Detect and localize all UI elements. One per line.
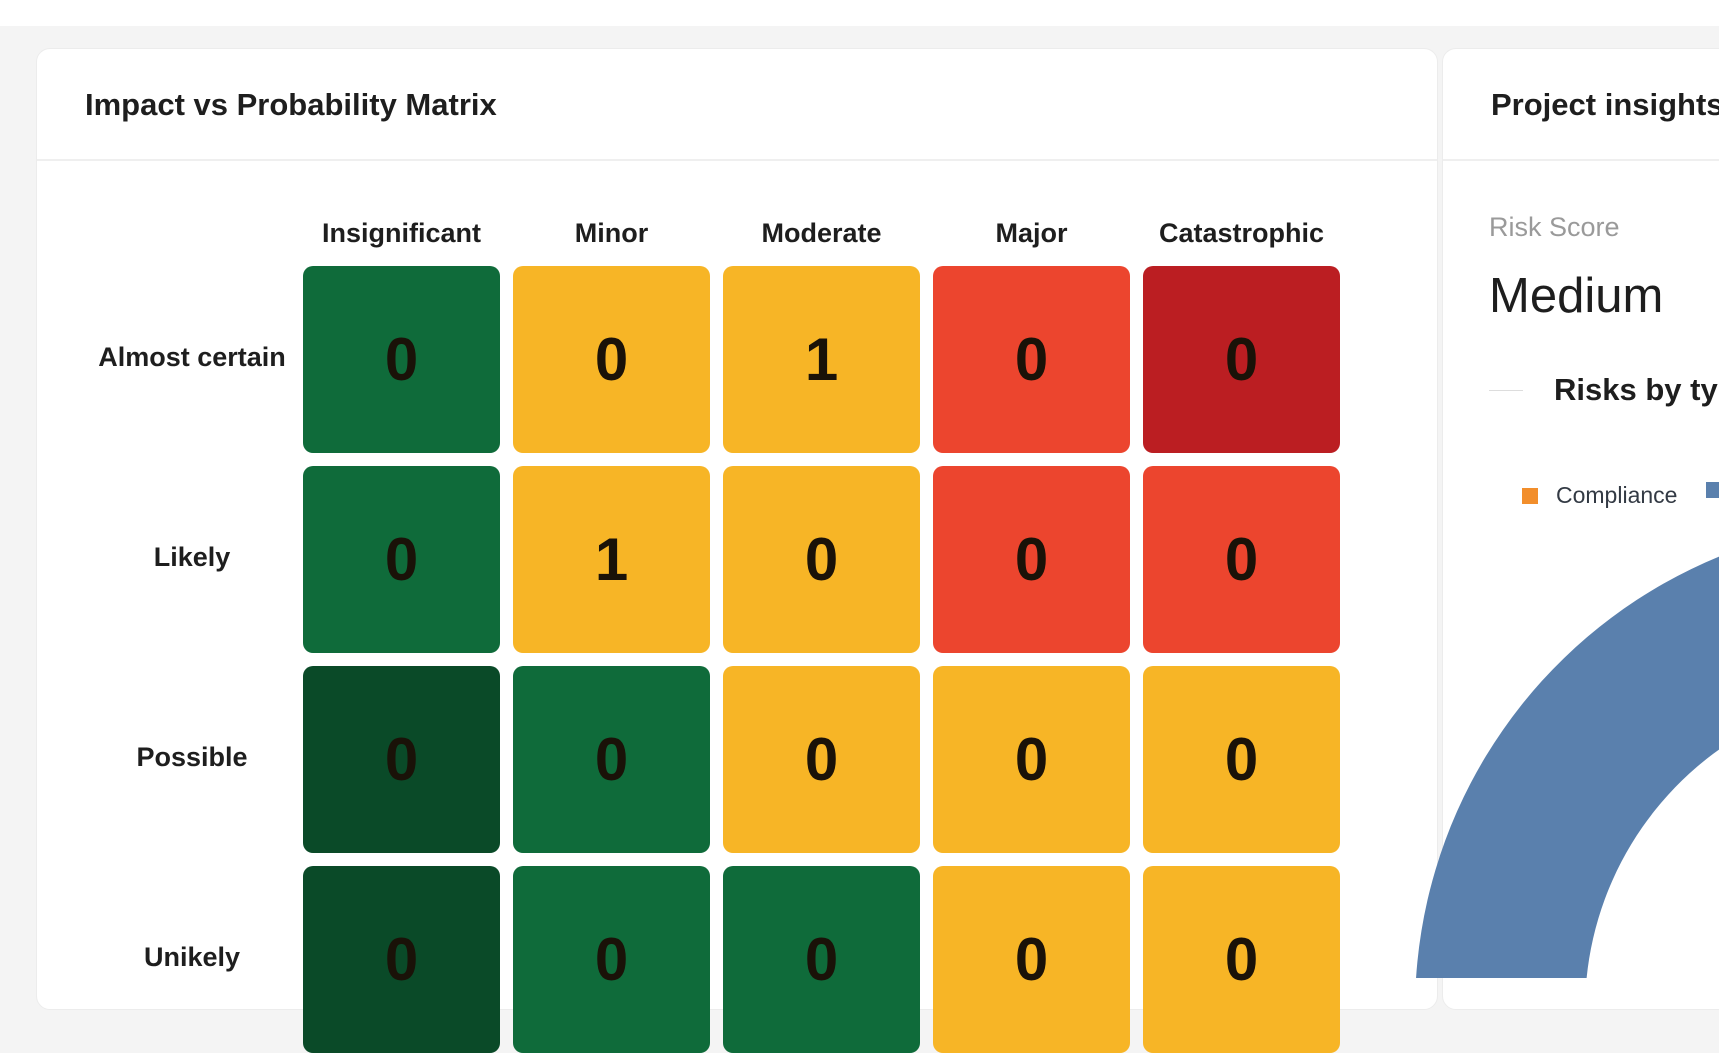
- row-header: Almost certain: [98, 342, 286, 372]
- divider: [1489, 390, 1523, 391]
- column-header-moderate: Moderate: [761, 218, 882, 248]
- matrix-cell[interactable]: 0: [303, 266, 500, 453]
- top-bar: [0, 0, 1719, 26]
- matrix-cell[interactable]: 0: [933, 466, 1130, 653]
- legend-item-2[interactable]: [1706, 482, 1719, 498]
- matrix-cell[interactable]: 0: [723, 666, 920, 853]
- column-header-insignificant: Insignificant: [321, 218, 481, 248]
- matrix-cell[interactable]: 0: [933, 266, 1130, 453]
- row-header: Possible: [136, 742, 248, 772]
- risk-score-value: Medium: [1489, 269, 1664, 323]
- legend-swatch: [1522, 487, 1538, 504]
- risk-score-label: Risk Score: [1489, 212, 1620, 242]
- legend-swatch: [1706, 482, 1719, 498]
- legend-item-compliance[interactable]: Compliance: [1522, 482, 1677, 509]
- chart-title: Risks by type: [1554, 372, 1719, 407]
- column-header-catastrophic: Catastrophic: [1158, 218, 1325, 248]
- donut-slice[interactable]: [1415, 520, 1719, 978]
- matrix-cell[interactable]: 1: [513, 466, 710, 653]
- risks-by-type-chart: [1415, 520, 1719, 978]
- legend-label: Compliance: [1556, 482, 1678, 508]
- card-title: Project insights: [1491, 87, 1719, 122]
- matrix-cell[interactable]: 0: [513, 266, 710, 453]
- column-header-major: Major: [995, 218, 1068, 248]
- matrix-cell[interactable]: 1: [723, 266, 920, 453]
- row-header: Likely: [153, 542, 231, 572]
- matrix-cell[interactable]: 0: [723, 466, 920, 653]
- matrix-cell[interactable]: 0: [933, 666, 1130, 853]
- matrix-cell[interactable]: 0: [513, 666, 710, 853]
- card-header: Project insights: [1443, 49, 1719, 161]
- matrix-cell[interactable]: 0: [1143, 666, 1340, 853]
- column-header-minor: Minor: [574, 218, 649, 248]
- card-title: Impact vs Probability Matrix: [85, 87, 497, 122]
- row-header: Unikely: [143, 942, 241, 972]
- matrix-cell[interactable]: 0: [303, 666, 500, 853]
- matrix-cell[interactable]: 0: [1143, 466, 1340, 653]
- matrix-cell[interactable]: 0: [303, 466, 500, 653]
- card-header: Impact vs Probability Matrix: [37, 49, 1437, 161]
- matrix-cell[interactable]: 0: [1143, 266, 1340, 453]
